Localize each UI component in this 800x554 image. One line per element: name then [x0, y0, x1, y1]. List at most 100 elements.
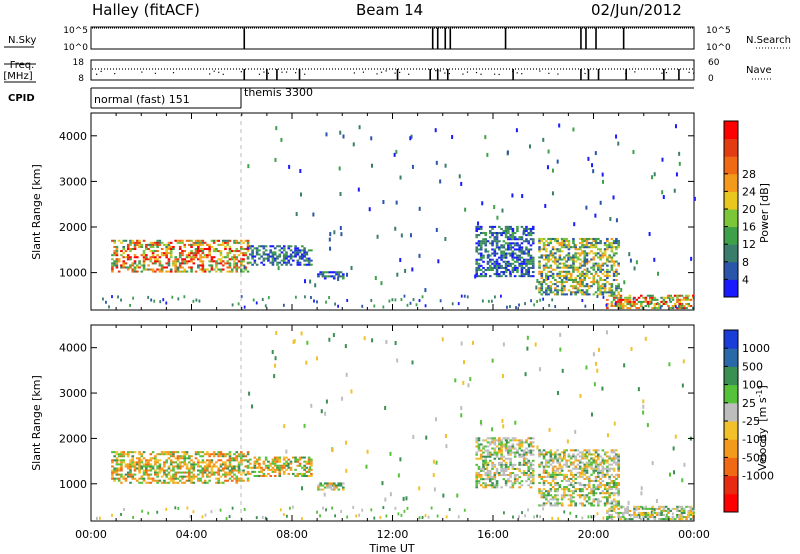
velocity-cell — [587, 463, 591, 466]
power-cell — [260, 245, 263, 248]
velocity-cell — [183, 471, 187, 474]
power-cell — [653, 298, 657, 301]
power-cell — [183, 295, 186, 299]
power-cell — [542, 258, 546, 261]
power-cell — [587, 237, 591, 241]
velocity-cell — [219, 463, 223, 466]
power-cell — [572, 268, 575, 271]
velocity-cell — [531, 449, 535, 452]
velocity-cell — [486, 441, 490, 444]
velocity-cell — [615, 461, 618, 464]
power-cell — [181, 254, 184, 257]
velocity-cell — [267, 468, 270, 471]
power-cell — [518, 262, 521, 265]
velocity-cell — [479, 478, 483, 481]
freq-tick-high: 18 — [73, 58, 85, 68]
power-cell — [583, 272, 587, 275]
power-cell — [495, 268, 499, 272]
power-cell — [240, 295, 243, 299]
velocity-cell — [653, 511, 657, 514]
power-cell — [601, 262, 605, 265]
power-cell — [160, 270, 164, 273]
power-cell — [560, 237, 564, 241]
velocity-cell — [323, 486, 327, 489]
velocity-cell — [651, 507, 654, 510]
power-cell — [545, 258, 548, 261]
velocity-cell — [156, 459, 159, 462]
power-cell — [217, 258, 220, 261]
power-cell — [565, 270, 568, 273]
power-cell — [145, 245, 148, 248]
velocity-cell — [610, 451, 614, 454]
power-cell — [516, 266, 519, 269]
power-cell — [491, 227, 494, 230]
velocity-cell — [479, 469, 483, 472]
power-cell — [167, 262, 171, 265]
power-cell — [527, 240, 531, 243]
power-cell — [231, 303, 234, 307]
power-cell — [321, 273, 325, 276]
velocity-cell — [217, 479, 220, 482]
power-cell — [267, 296, 270, 300]
power-cell — [615, 302, 618, 305]
power-cell — [400, 233, 403, 238]
velocity-cell — [601, 492, 605, 495]
power-cell — [502, 229, 506, 233]
power-cell — [516, 229, 519, 233]
power-cell — [111, 268, 114, 271]
velocity-cell — [482, 439, 485, 442]
velocity-cell — [581, 484, 584, 487]
power-cell — [520, 252, 524, 255]
velocity-cell — [135, 463, 139, 466]
power-cell — [581, 252, 584, 255]
power-cell — [228, 247, 232, 251]
power-cell — [190, 256, 193, 259]
power-cell — [520, 268, 524, 272]
power-cell — [195, 298, 198, 302]
velocity-cell — [479, 449, 483, 452]
power-cell — [491, 232, 494, 235]
velocity-cell — [558, 502, 562, 505]
power-cell — [581, 240, 584, 243]
velocity-cell — [554, 457, 557, 460]
velocity-cell — [226, 465, 230, 468]
velocity-cell — [285, 464, 288, 467]
power-cell — [583, 291, 587, 294]
velocity-cell — [239, 457, 243, 460]
velocity-cell — [621, 505, 625, 508]
power-cell — [617, 298, 620, 301]
power-cell — [411, 164, 414, 169]
velocity-cell — [554, 451, 557, 454]
power-cell — [310, 249, 313, 252]
power-cell — [601, 283, 605, 286]
power-cell — [678, 307, 682, 310]
velocity-cell — [427, 515, 430, 519]
velocity-cell — [206, 463, 209, 466]
velocity-cell — [230, 465, 234, 468]
velocity-cell — [321, 484, 325, 487]
velocity-cell — [147, 473, 150, 476]
nave-point — [408, 73, 410, 75]
power-cell — [594, 252, 598, 255]
velocity-cell — [551, 504, 555, 507]
velocity-cell — [516, 439, 519, 442]
velocity-cell — [163, 469, 166, 472]
velocity-cell — [606, 518, 609, 521]
power-cell — [424, 288, 427, 293]
power-cell — [578, 276, 582, 279]
velocity-cell — [606, 509, 609, 512]
power-cell — [594, 262, 598, 265]
power-cell — [244, 254, 248, 257]
velocity-cell — [608, 488, 611, 491]
power-cell — [271, 245, 275, 248]
velocity-cell — [208, 455, 211, 458]
power-cell — [617, 246, 620, 249]
power-cell — [131, 270, 135, 273]
power-cell — [305, 253, 309, 256]
velocity-cell — [587, 461, 591, 464]
velocity-cell — [491, 453, 494, 456]
power-cell — [649, 300, 652, 303]
power-colorbar-tick: 20 — [742, 203, 756, 216]
power-cell — [212, 247, 216, 251]
velocity-cell — [228, 461, 232, 464]
